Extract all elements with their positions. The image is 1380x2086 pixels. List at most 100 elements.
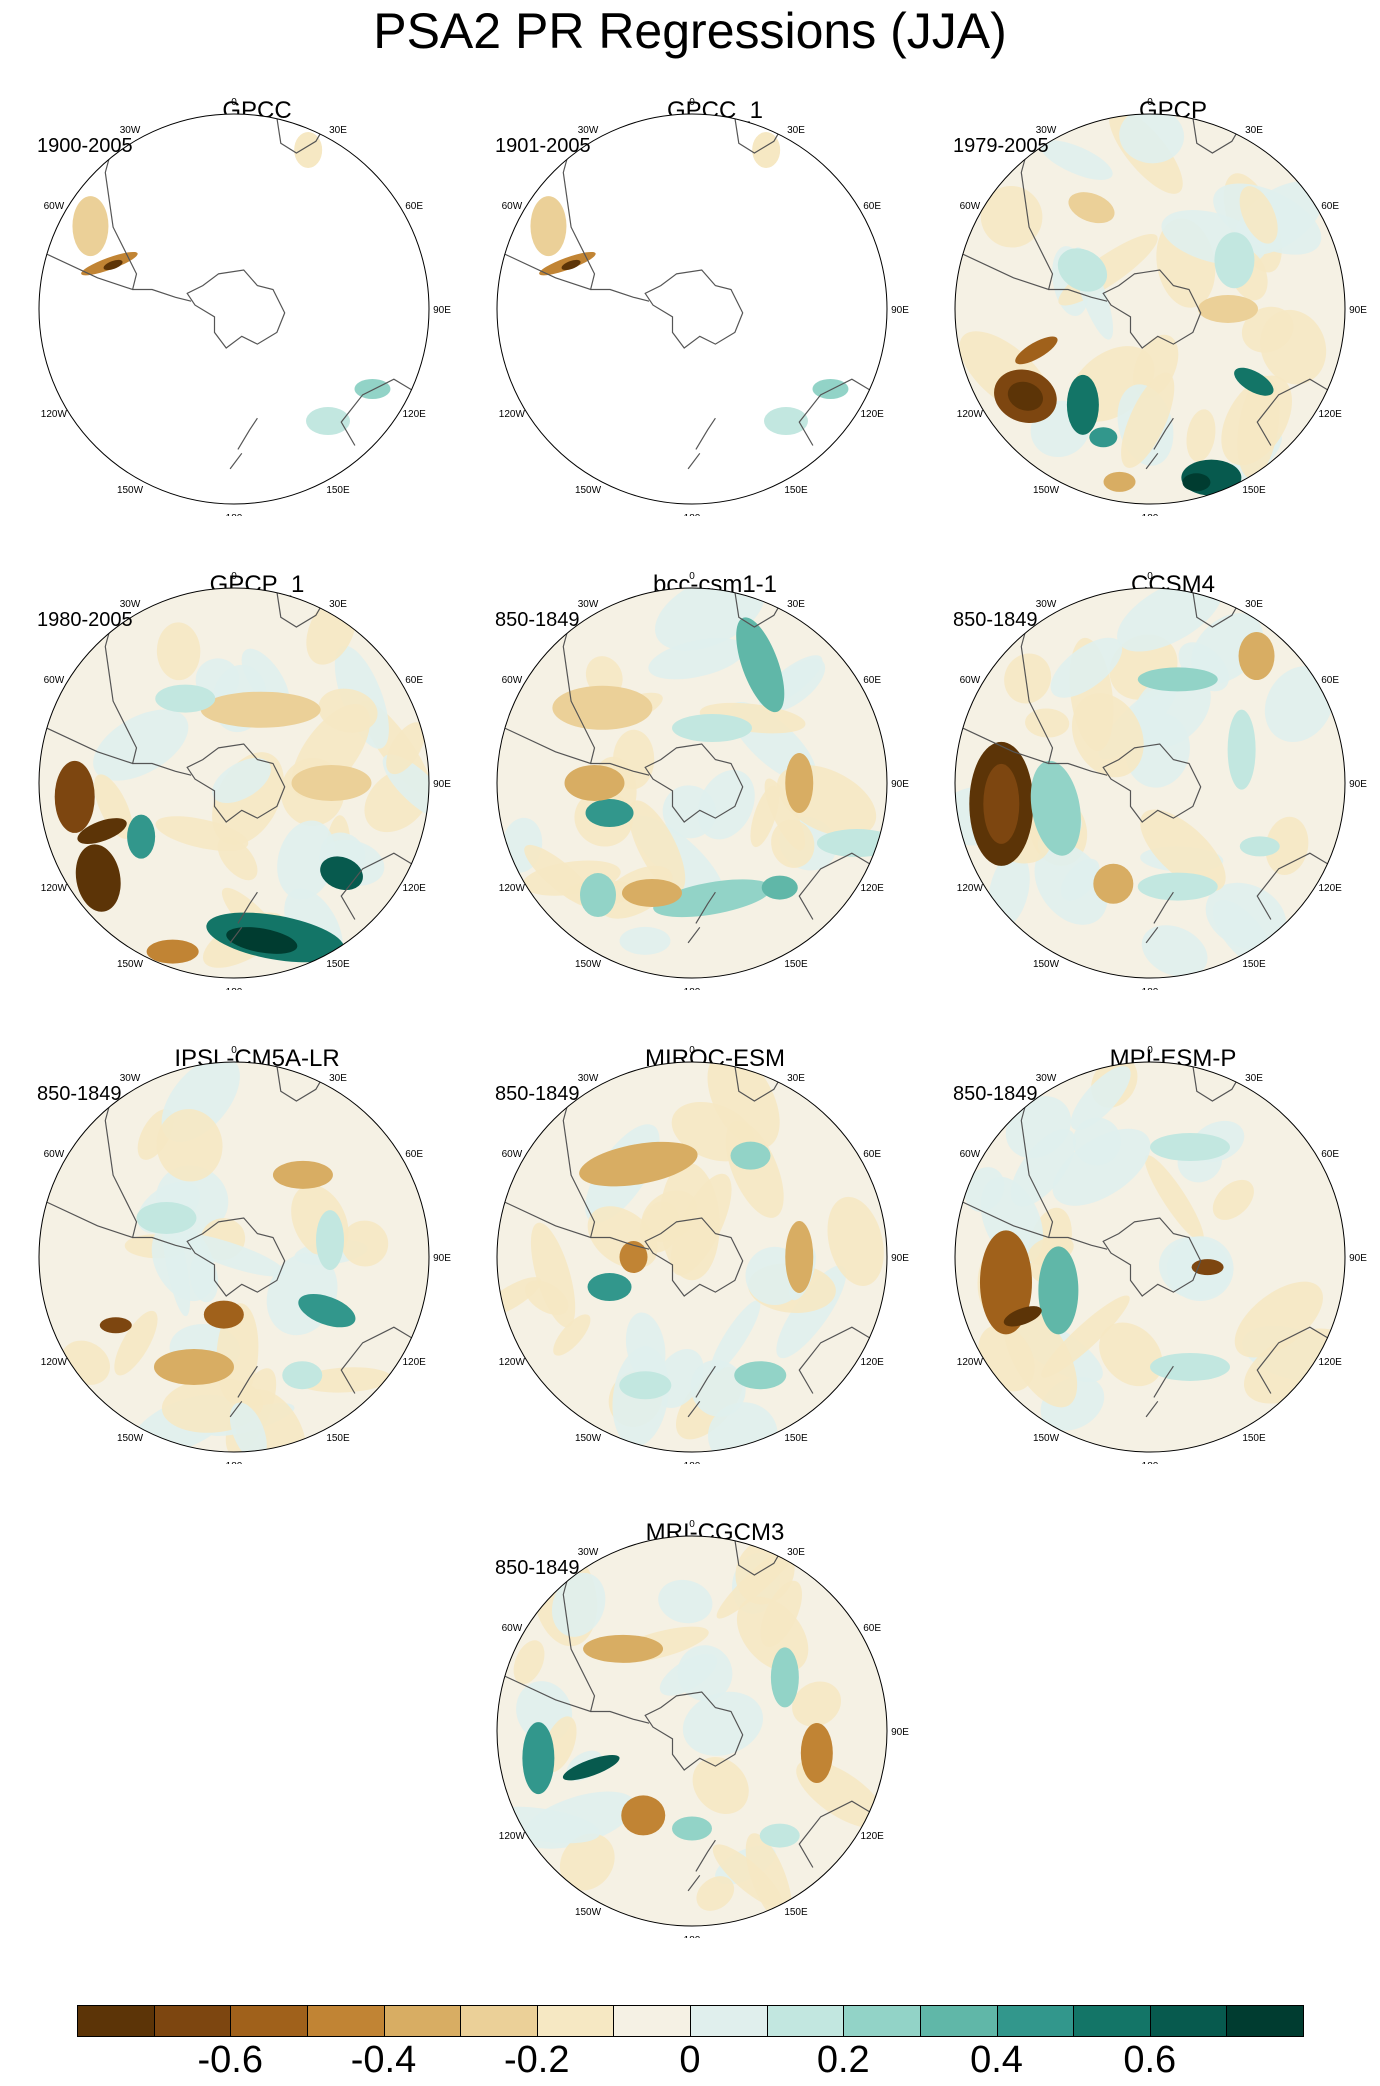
longitude-label: 60E bbox=[863, 1623, 881, 1634]
longitude-label: 150E bbox=[1242, 1433, 1266, 1444]
longitude-label: 60W bbox=[502, 675, 523, 686]
longitude-label: 30W bbox=[1036, 599, 1057, 610]
longitude-label: 30W bbox=[578, 599, 599, 610]
contour-patch bbox=[136, 1202, 197, 1234]
longitude-label: 0 bbox=[231, 571, 237, 582]
longitude-label: 90E bbox=[433, 1253, 451, 1264]
contour-patch bbox=[1198, 295, 1258, 323]
colorbar-swatch bbox=[153, 2005, 232, 2037]
contour-patch bbox=[692, 1757, 749, 1814]
contour-patch bbox=[1119, 114, 1185, 164]
polar-map: 030E60E90E120E150E180150W120W90W60W30W bbox=[954, 571, 1367, 990]
longitude-label: 60E bbox=[863, 201, 881, 212]
contour-patch bbox=[1004, 653, 1052, 704]
colorbar-swatch bbox=[690, 2005, 768, 2037]
contour-patch bbox=[625, 1312, 666, 1382]
longitude-label: 30W bbox=[120, 1073, 141, 1084]
contour-patch bbox=[1089, 427, 1118, 448]
longitude-label: 150W bbox=[117, 485, 144, 496]
contour-patch bbox=[153, 1348, 234, 1385]
contour-patch bbox=[677, 1645, 733, 1702]
contour-patch bbox=[306, 407, 351, 436]
longitude-label: 120E bbox=[860, 409, 884, 420]
contour-patch bbox=[619, 1371, 672, 1400]
colorbar-swatch bbox=[77, 2005, 155, 2037]
contour-patch bbox=[1150, 1133, 1231, 1162]
longitude-label: 30W bbox=[578, 125, 599, 136]
contour-patch bbox=[621, 1795, 666, 1836]
contour-patch bbox=[816, 829, 887, 858]
contour-patch bbox=[1103, 471, 1136, 492]
longitude-label: 30E bbox=[329, 1073, 347, 1084]
contour-patch bbox=[564, 765, 625, 801]
longitude-label: 0 bbox=[231, 1045, 237, 1056]
longitude-label: 30W bbox=[1036, 125, 1057, 136]
contour-patch bbox=[189, 1253, 219, 1303]
coastlines bbox=[497, 117, 873, 470]
longitude-label: 150W bbox=[1033, 1433, 1060, 1444]
contour-patch bbox=[341, 1220, 389, 1267]
contour-patch bbox=[72, 196, 109, 257]
contour-patch bbox=[1239, 836, 1280, 857]
colorbar-tick-label: 0 bbox=[679, 2039, 701, 2081]
polar-map: 030E60E90E120E150E180150W120W90W60W30W bbox=[954, 97, 1367, 516]
longitude-label: 90E bbox=[1349, 305, 1367, 316]
colorbar-tick-label: 0.6 bbox=[1123, 2039, 1177, 2081]
longitude-label: 30W bbox=[120, 125, 141, 136]
longitude-label: 30E bbox=[1245, 599, 1263, 610]
contour-patch bbox=[1260, 309, 1327, 385]
contour-patch bbox=[800, 1723, 833, 1784]
contour-patch bbox=[1144, 1155, 1204, 1242]
map-panel: CCSM4030E60E90E120E150E180150W120W90W60W… bbox=[953, 570, 1380, 990]
longitude-label: 180 bbox=[1142, 987, 1159, 990]
contour-patch bbox=[1038, 1246, 1079, 1335]
longitude-label: 90E bbox=[891, 1727, 909, 1738]
contour-patch bbox=[812, 378, 849, 399]
contour-patch bbox=[585, 799, 634, 828]
longitude-label: 150W bbox=[575, 959, 602, 970]
longitude-label: 60W bbox=[44, 675, 65, 686]
panel-period: 850-1849 bbox=[495, 1083, 580, 1105]
longitude-label: 150W bbox=[575, 1907, 602, 1918]
longitude-label: 0 bbox=[1147, 97, 1153, 108]
longitude-label: 150E bbox=[1242, 485, 1266, 496]
longitude-label: 180 bbox=[226, 1461, 243, 1464]
contour-patch bbox=[785, 1221, 814, 1293]
longitude-label: 30W bbox=[578, 1547, 599, 1558]
polar-map: 030E60E90E120E150E180150W120W90W60W30W bbox=[496, 571, 909, 990]
longitude-label: 0 bbox=[689, 1045, 695, 1056]
contour-patch bbox=[1214, 232, 1255, 289]
contour-patch bbox=[1239, 186, 1278, 244]
contour-patch bbox=[552, 685, 653, 730]
longitude-label: 90E bbox=[433, 779, 451, 790]
map-border bbox=[496, 113, 888, 505]
longitude-label: 150W bbox=[575, 485, 602, 496]
contour-patch bbox=[730, 1141, 771, 1170]
contour-patch bbox=[1060, 858, 1100, 901]
longitude-label: 90E bbox=[433, 305, 451, 316]
contour-patch bbox=[562, 1754, 620, 1781]
map-panel: GPCP_1030E60E90E120E150E180150W120W90W60… bbox=[37, 570, 477, 990]
contour-patch bbox=[522, 1722, 555, 1795]
contour-patch bbox=[513, 1640, 545, 1685]
contour-patch bbox=[161, 1208, 191, 1317]
longitude-label: 60W bbox=[960, 1149, 981, 1160]
longitude-label: 180 bbox=[226, 513, 243, 516]
longitude-label: 150E bbox=[784, 1433, 808, 1444]
contour-patch bbox=[1071, 693, 1144, 778]
longitude-label: 120E bbox=[860, 883, 884, 894]
contour-patch bbox=[587, 1273, 632, 1302]
colorbar-tick-label: -0.4 bbox=[350, 2039, 417, 2081]
longitude-label: 120W bbox=[957, 409, 984, 420]
contour-patch bbox=[1186, 409, 1216, 462]
longitude-label: 60W bbox=[960, 201, 981, 212]
contour-patch bbox=[114, 1310, 158, 1376]
contour-patch bbox=[203, 1300, 244, 1329]
contour-patch bbox=[696, 1876, 735, 1911]
map-border bbox=[496, 1535, 888, 1927]
contour-patch bbox=[682, 1691, 763, 1756]
contour-patch bbox=[318, 688, 378, 733]
longitude-label: 120E bbox=[860, 1831, 884, 1842]
contour-patch bbox=[561, 259, 581, 271]
longitude-label: 90E bbox=[1349, 779, 1367, 790]
